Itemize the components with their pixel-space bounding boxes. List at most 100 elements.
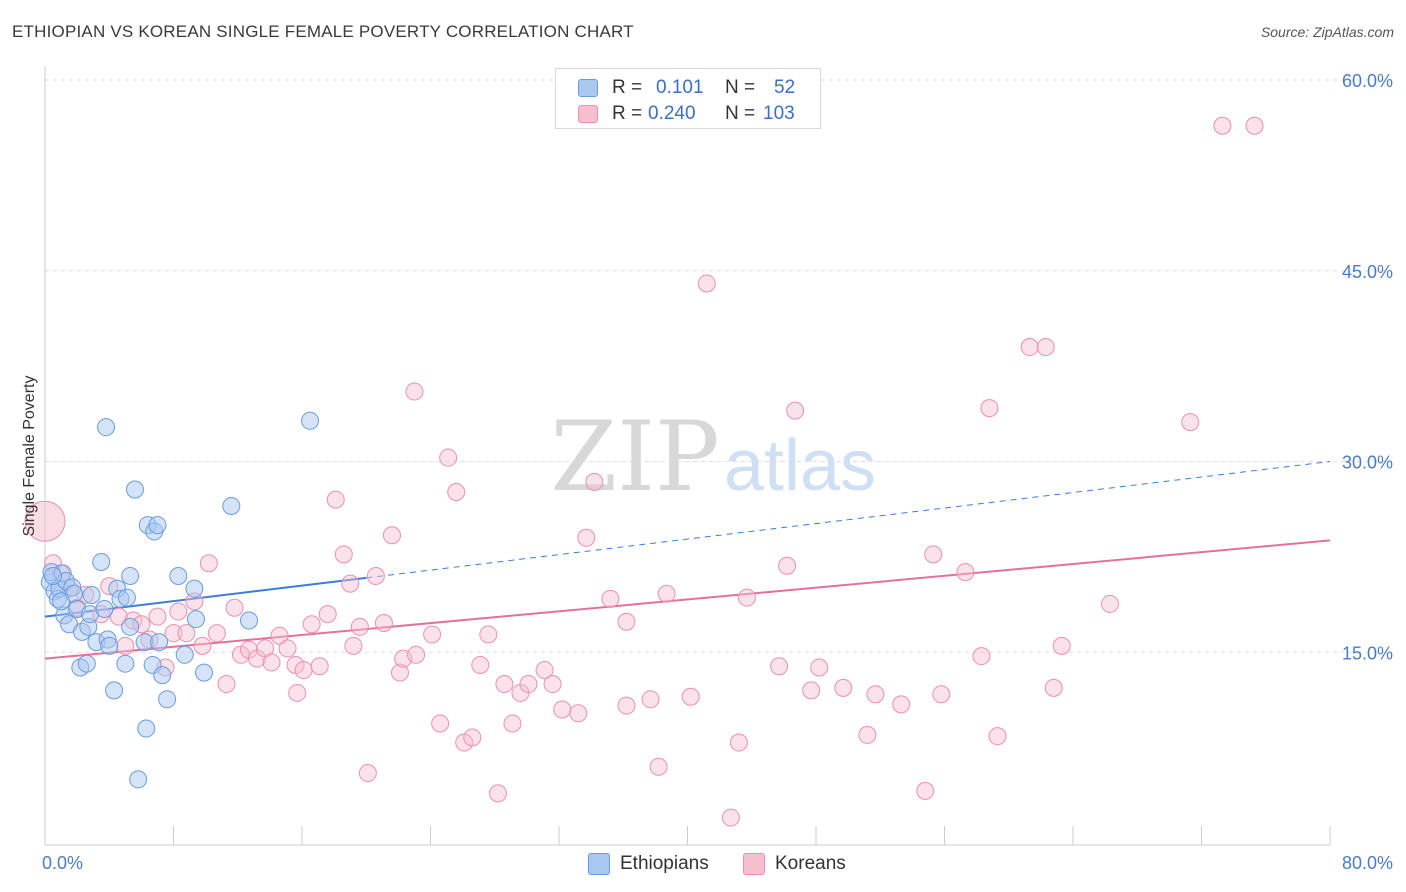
- axis-layer: [44, 66, 1331, 846]
- koreans-point: [358, 764, 377, 783]
- ethiopians-point: [95, 600, 114, 619]
- koreans-point: [916, 781, 935, 800]
- ethiopians-point: [158, 690, 177, 709]
- ethiopians-point: [92, 552, 111, 571]
- koreans-point: [569, 704, 588, 723]
- koreans-point: [423, 625, 442, 644]
- koreans-point: [431, 714, 450, 733]
- koreans-point: [770, 657, 789, 676]
- koreans-point: [866, 685, 885, 704]
- koreans-point: [786, 401, 805, 420]
- koreans-point: [164, 624, 183, 643]
- stats-legend-box: R = 0.101 N = 52 R = 0.240 N = 103: [555, 68, 821, 129]
- koreans-point: [535, 661, 554, 680]
- koreans-point: [1052, 636, 1071, 655]
- ethiopians-legend-swatch: [588, 853, 610, 875]
- koreans-legend-swatch: [743, 853, 765, 875]
- koreans-point: [344, 636, 363, 655]
- watermark-atlas: atlas: [724, 426, 876, 506]
- koreans-point: [262, 653, 281, 672]
- ethiopians-point: [301, 411, 320, 430]
- ethiopians-point: [100, 636, 119, 655]
- ethiopians-point: [82, 586, 101, 605]
- koreans-point: [721, 808, 740, 827]
- koreans-point: [382, 526, 401, 545]
- chart-source: Source: ZipAtlas.com: [1260, 24, 1394, 40]
- koreans-point: [924, 545, 943, 564]
- ethiopians-point: [185, 579, 204, 598]
- koreans-point: [737, 588, 756, 607]
- koreans-point: [366, 566, 385, 585]
- n-label: N =: [725, 77, 756, 98]
- koreans-point: [1044, 678, 1063, 697]
- koreans-point: [778, 556, 797, 575]
- koreans-point: [553, 700, 572, 719]
- ethiopians-point: [129, 770, 148, 789]
- koreans-point: [1100, 594, 1119, 613]
- y-tick-label: 15.0%: [1342, 643, 1393, 663]
- y-axis-label: Single Female Poverty: [21, 375, 38, 537]
- koreans-point: [1036, 338, 1055, 357]
- koreans-point: [956, 563, 975, 582]
- koreans-point: [892, 695, 911, 714]
- koreans-point: [479, 625, 498, 644]
- koreans-point: [471, 655, 490, 674]
- koreans-point: [407, 645, 426, 664]
- ethiopians-point: [44, 566, 63, 585]
- koreans-point: [177, 624, 196, 643]
- ethiopians-point: [121, 617, 140, 636]
- koreans-point: [1181, 413, 1200, 432]
- ethiopians-swatch: [578, 79, 598, 97]
- koreans-point: [225, 598, 244, 617]
- n-label: N =: [725, 103, 756, 124]
- koreans-point: [463, 728, 482, 747]
- ethiopians-point: [175, 645, 194, 664]
- ethiopians-point: [105, 681, 124, 700]
- ethiopians-point: [137, 719, 156, 738]
- koreans-point: [577, 528, 596, 547]
- koreans-point: [585, 472, 604, 491]
- ethiopians-point: [169, 566, 188, 585]
- koreans-point: [495, 675, 514, 694]
- ethiopians-point: [116, 654, 135, 673]
- y-tick-label: 30.0%: [1342, 453, 1393, 473]
- koreans-point: [657, 584, 676, 603]
- ethiopians-point: [77, 654, 96, 673]
- koreans-point: [617, 696, 636, 715]
- ethiopians-point: [125, 480, 144, 499]
- koreans-point: [972, 647, 991, 666]
- koreans-point: [932, 685, 951, 704]
- koreans-point: [278, 639, 297, 658]
- koreans-point: [810, 658, 829, 677]
- koreans-point: [405, 382, 424, 401]
- koreans-point: [390, 663, 409, 682]
- koreans-point: [488, 784, 507, 803]
- koreans-point: [681, 687, 700, 706]
- legend-label: Koreans: [775, 853, 846, 874]
- koreans-point: [350, 617, 369, 636]
- koreans-point: [109, 607, 128, 626]
- points-layer: [24, 116, 1264, 827]
- ethiopians-point: [239, 611, 258, 630]
- koreans-point: [697, 274, 716, 293]
- r-label: R =: [612, 103, 643, 124]
- koreans-point: [519, 675, 538, 694]
- koreans-point: [543, 675, 562, 694]
- ethiopians-point: [195, 663, 214, 682]
- koreans-point: [1213, 116, 1232, 135]
- koreans-point: [617, 612, 636, 631]
- x-tick-label: 0.0%: [42, 853, 83, 873]
- ethiopians-point: [148, 516, 167, 535]
- koreans-point: [288, 683, 307, 702]
- koreans-point: [503, 714, 522, 733]
- koreans-point: [310, 657, 329, 676]
- watermark-zip: ZIP: [550, 401, 719, 513]
- koreans-point: [374, 614, 393, 633]
- koreans-point: [649, 757, 668, 776]
- koreans-point: [439, 448, 458, 467]
- ethiopians-point: [121, 566, 140, 585]
- koreans-point: [193, 636, 212, 655]
- koreans-point: [334, 545, 353, 564]
- koreans-point: [116, 636, 135, 655]
